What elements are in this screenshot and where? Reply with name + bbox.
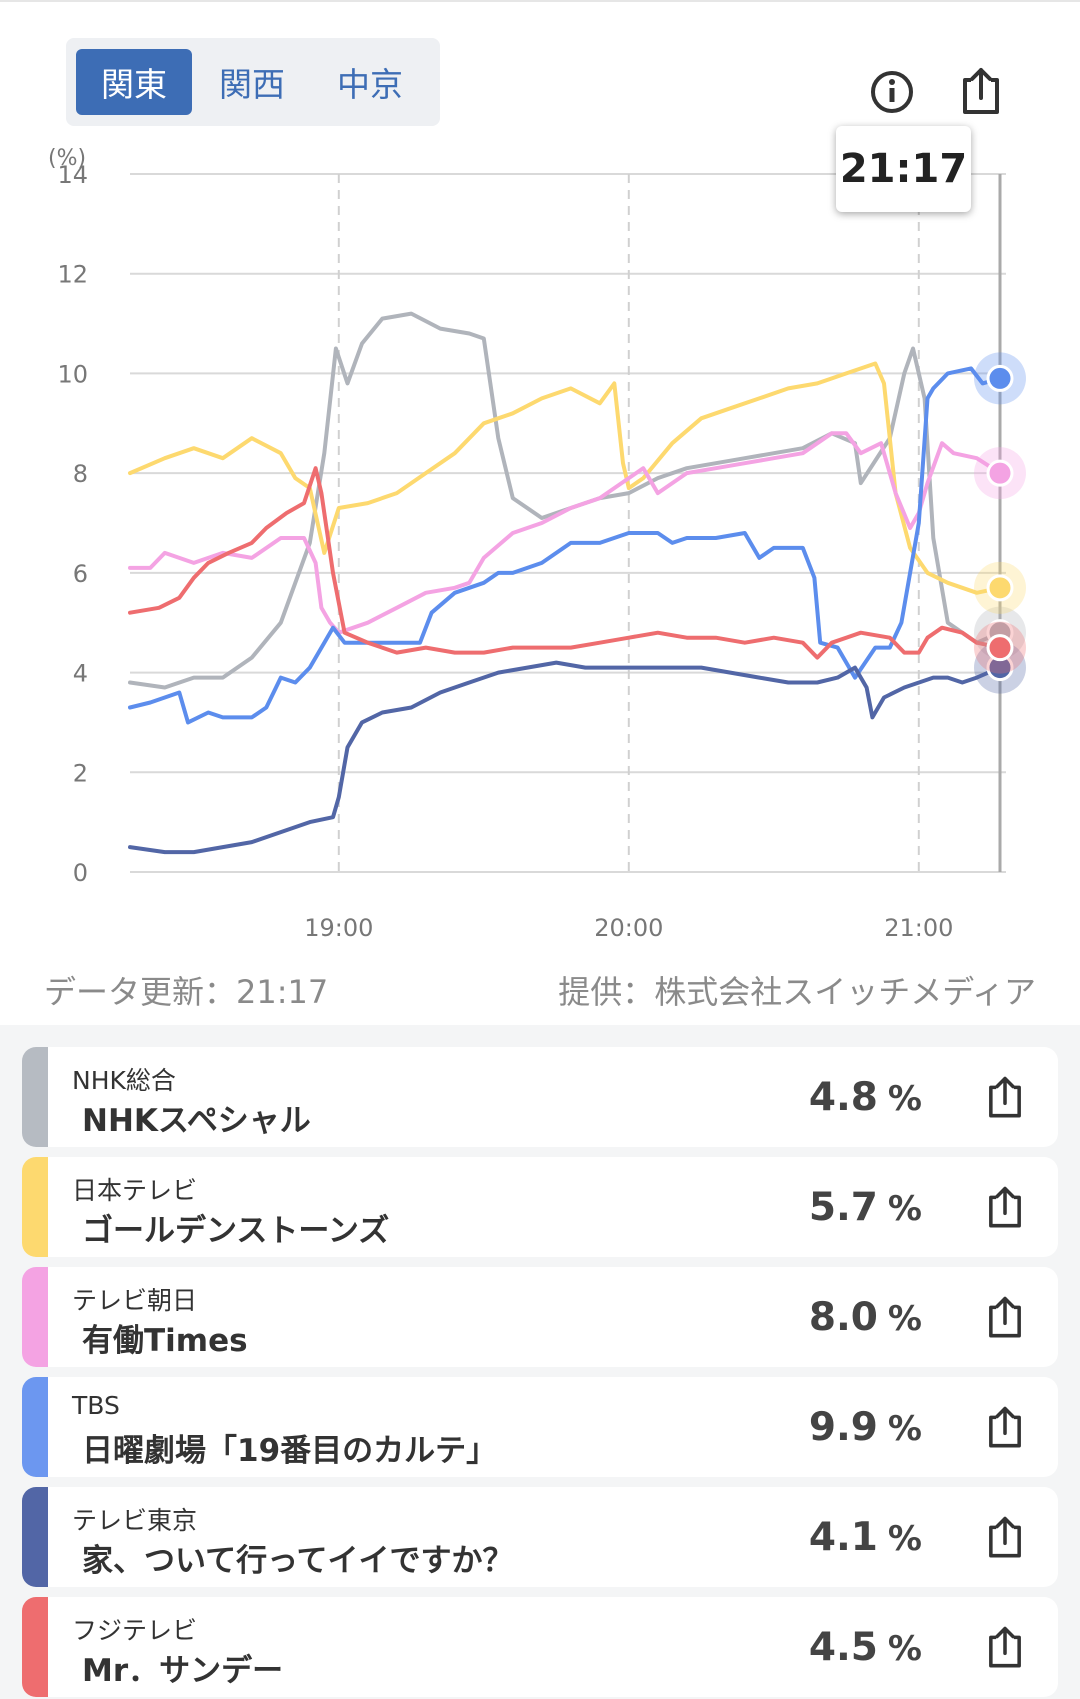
data-source-text: 提供：株式会社スイッチメディア [558, 973, 1036, 1011]
program-title: ゴールデンストーンズ [82, 1213, 390, 1249]
info-icon[interactable] [866, 66, 918, 118]
program-title: Mr．サンデー [82, 1653, 284, 1689]
y-tick-label: 14 [57, 161, 88, 189]
series-line [128, 431, 1002, 635]
channel-name: TBS [72, 1391, 120, 1420]
program-title: 有働Times [82, 1323, 248, 1359]
channel-color-bar [22, 1267, 48, 1367]
rating-value: 4.1% [809, 1515, 922, 1560]
channel-name: フジテレビ [72, 1616, 198, 1645]
program-title: NHKスペシャル [82, 1103, 311, 1139]
x-tick-label: 21:00 [884, 914, 953, 942]
tab-kansai[interactable]: 関西 [219, 65, 285, 104]
rating-unit: % [887, 1409, 922, 1449]
tab-chukyo[interactable]: 中京 [337, 65, 403, 104]
rating-number: 4.5 [808, 1625, 878, 1670]
share-icon[interactable] [955, 66, 1007, 118]
program-card[interactable]: テレビ朝日 有働Times 8.0% [22, 1267, 1058, 1367]
rating-unit: % [887, 1519, 922, 1559]
share-icon[interactable] [982, 1075, 1028, 1121]
channel-name: テレビ東京 [72, 1506, 198, 1535]
program-list: NHK総合 NHKスペシャル 4.8% 日本テレビ ゴールデンストーンズ 5.7… [22, 1047, 1058, 1699]
program-title: 家、ついて行ってイイですか？ [82, 1543, 514, 1579]
series-line [128, 660, 1002, 855]
channel-color-bar [22, 1047, 48, 1147]
tab-kanto[interactable]: 関東 [76, 49, 192, 115]
channel-color-bar [22, 1487, 48, 1587]
rating-line-chart: (%) 0 2 4 6 8 10 12 14 19:00 20:00 21:00 [48, 146, 1026, 942]
rating-number: 5.7 [808, 1185, 878, 1230]
program-title: 日曜劇場「19番目のカルテ」 [82, 1433, 498, 1469]
channel-color-bar [22, 1597, 48, 1697]
channel-name: NHK総合 [72, 1066, 176, 1095]
share-icon[interactable] [982, 1185, 1028, 1231]
program-card[interactable]: テレビ東京 家、ついて行ってイイですか？ 4.1% [22, 1487, 1058, 1587]
program-card[interactable]: NHK総合 NHKスペシャル 4.8% [22, 1047, 1058, 1147]
y-tick-label: 10 [57, 360, 88, 388]
series-line [128, 466, 1002, 660]
rating-value: 9.9% [809, 1405, 922, 1450]
rating-unit: % [887, 1079, 922, 1119]
channel-color-bar [22, 1157, 48, 1257]
share-icon[interactable] [982, 1625, 1028, 1671]
share-icon[interactable] [982, 1515, 1028, 1561]
series-line [128, 366, 1002, 725]
rating-number: 4.8 [808, 1075, 878, 1120]
rating-value: 5.7% [809, 1185, 922, 1230]
series-line [128, 361, 1002, 595]
series-end-point [986, 634, 1014, 662]
share-icon[interactable] [982, 1295, 1028, 1341]
share-icon[interactable] [982, 1405, 1028, 1451]
program-card[interactable]: 日本テレビ ゴールデンストーンズ 5.7% [22, 1157, 1058, 1257]
rating-number: 4.1 [808, 1515, 878, 1560]
rating-value: 8.0% [809, 1295, 922, 1340]
rating-number: 8.0 [808, 1295, 878, 1340]
y-unit-label: (%) [48, 146, 86, 171]
rating-unit: % [887, 1629, 922, 1669]
rating-number: 9.9 [808, 1405, 878, 1450]
channel-color-bar [22, 1377, 48, 1477]
data-updated-text: データ更新：21:17 [44, 973, 329, 1011]
y-tick-label: 12 [57, 261, 88, 289]
x-tick-label: 19:00 [304, 914, 373, 942]
channel-name: 日本テレビ [72, 1176, 198, 1205]
y-tick-label: 6 [73, 560, 88, 588]
rating-value: 4.8% [809, 1075, 922, 1120]
series-end-point [986, 574, 1014, 602]
rating-value: 4.5% [809, 1625, 922, 1670]
rating-unit: % [887, 1299, 922, 1339]
x-tick-label: 20:00 [594, 914, 663, 942]
chart-panel: 関東 関西 中京 (%) 0 2 4 6 8 10 12 14 19:00 20:00 21:00 … [0, 0, 1080, 1025]
y-tick-label: 8 [73, 460, 88, 488]
channel-name: テレビ朝日 [72, 1286, 198, 1315]
region-tabs: 関東 関西 中京 [66, 38, 440, 126]
program-card[interactable]: TBS 日曜劇場「19番目のカルテ」 9.9% [22, 1377, 1058, 1477]
series-end-point [986, 364, 1014, 392]
y-tick-label: 2 [73, 759, 88, 787]
program-card[interactable]: フジテレビ Mr．サンデー 4.5% [22, 1597, 1058, 1697]
series-end-point [986, 459, 1014, 487]
series-line [128, 311, 1002, 690]
time-tooltip: 21:17 [836, 126, 971, 212]
y-tick-label: 0 [73, 859, 88, 887]
rating-unit: % [887, 1189, 922, 1229]
y-tick-label: 4 [73, 660, 88, 688]
